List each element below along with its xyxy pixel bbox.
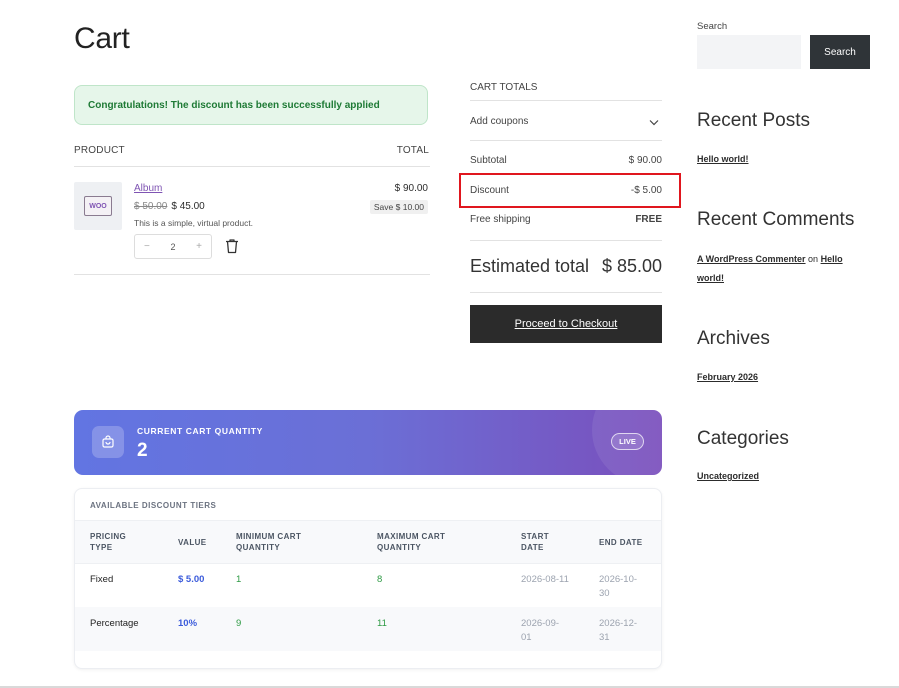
tier-type: Fixed xyxy=(90,574,114,585)
recent-posts-heading: Recent Posts xyxy=(697,110,810,131)
table-divider xyxy=(74,166,430,167)
table-divider xyxy=(74,274,430,275)
cart-quantity-label: CURRENT CART QUANTITY xyxy=(137,426,263,436)
product-old-price: $ 50.00 xyxy=(134,201,168,212)
product-price: $ 50.00 $ 45.00 xyxy=(134,201,205,212)
header-start-date: START DATE xyxy=(521,532,550,552)
totals-divider xyxy=(470,292,662,293)
shipping-label: Free shipping xyxy=(470,214,531,225)
trash-icon[interactable] xyxy=(225,238,239,254)
product-description: This is a simple, virtual product. xyxy=(134,218,254,228)
product-column-header: PRODUCT xyxy=(74,145,125,156)
archive-link[interactable]: February 2026 xyxy=(697,372,759,382)
subtotal-label: Subtotal xyxy=(470,155,507,166)
search-input[interactable] xyxy=(697,35,801,69)
product-thumbnail-logo: WOO xyxy=(84,196,112,216)
table-row: Percentage 10% 9 11 2026-09- 01 2026-12- 3… xyxy=(75,607,661,651)
totals-divider xyxy=(470,140,662,141)
live-badge: LIVE xyxy=(611,433,644,450)
commenter-link[interactable]: A WordPress Commenter xyxy=(697,254,806,264)
qty-increase-button[interactable]: + xyxy=(196,241,202,252)
totals-divider xyxy=(470,240,662,241)
proceed-to-checkout-button[interactable]: Proceed to Checkout xyxy=(470,305,662,343)
save-badge: Save $ 10.00 xyxy=(369,200,428,214)
banner-decoration xyxy=(592,410,662,475)
tier-value: $ 5.00 xyxy=(178,574,205,585)
cart-totals-heading: CART TOTALS xyxy=(470,82,538,93)
categories-heading: Categories xyxy=(697,428,789,449)
header-pricing-type: PRICING TYPE xyxy=(90,532,127,552)
comment-post-link[interactable]: Hello world! xyxy=(697,254,843,283)
page-title: Cart xyxy=(74,22,130,55)
tier-end-date: 2026-12- 31 xyxy=(599,618,638,643)
discount-value: -$ 5.00 xyxy=(630,185,662,196)
tier-start-date: 2026-08-11 xyxy=(521,574,569,585)
recent-comment: A WordPress Commenter on Hello world! xyxy=(697,250,867,288)
discount-tiers-card: AVAILABLE DISCOUNT TIERS PRICING TYPE VAL… xyxy=(74,488,662,669)
header-minimum-quantity: MINIMUM CART QUANTITY xyxy=(236,532,302,552)
recent-comments-heading: Recent Comments xyxy=(697,209,855,230)
product-thumbnail[interactable]: WOO xyxy=(74,182,122,230)
tier-max-qty: 8 xyxy=(377,574,383,585)
qty-decrease-button[interactable]: − xyxy=(144,241,150,252)
cart-quantity-banner: CURRENT CART QUANTITY 2 LIVE xyxy=(74,410,662,475)
header-end-date: END DATE xyxy=(599,538,643,547)
tier-max-qty: 11 xyxy=(377,618,387,629)
search-button[interactable]: Search xyxy=(810,35,870,69)
tier-min-qty: 1 xyxy=(236,574,242,585)
category-link[interactable]: Uncategorized xyxy=(697,471,760,481)
tier-value: 10% xyxy=(178,618,198,629)
table-row: Fixed $ 5.00 1 8 2026-08-11 2026-10- 30 xyxy=(75,563,661,607)
archives-heading: Archives xyxy=(697,328,770,349)
search-label: Search xyxy=(697,21,728,32)
discount-label: Discount xyxy=(470,185,509,196)
quantity-stepper[interactable]: − 2 + xyxy=(134,234,212,259)
header-value: VALUE xyxy=(178,538,207,547)
tier-min-qty: 9 xyxy=(236,618,242,629)
tier-type: Percentage xyxy=(90,618,139,629)
shopping-bag-icon xyxy=(92,426,124,458)
line-total: $ 90.00 xyxy=(394,183,428,194)
subtotal-value: $ 90.00 xyxy=(628,155,662,166)
add-coupons-toggle[interactable]: Add coupons xyxy=(470,116,529,127)
comment-on-text: on xyxy=(808,254,819,264)
discount-highlight-box xyxy=(459,173,681,208)
totals-divider xyxy=(470,100,662,101)
shipping-value: FREE xyxy=(635,214,662,225)
tier-start-date: 2026-09- 01 xyxy=(521,618,560,643)
total-column-header: TOTAL xyxy=(396,145,429,156)
discount-success-notice: Congratulations! The discount has been s… xyxy=(74,85,428,125)
tiers-header-row: PRICING TYPE VALUE MINIMUM CART QUANTITY M… xyxy=(75,520,661,564)
product-sale-price: $ 45.00 xyxy=(171,201,205,212)
discount-tiers-title: AVAILABLE DISCOUNT TIERS xyxy=(90,501,217,510)
cart-quantity-count: 2 xyxy=(137,440,148,461)
estimated-total-value: $ 85.00 xyxy=(601,256,662,276)
product-name-link[interactable]: Album xyxy=(134,183,163,194)
qty-value[interactable]: 2 xyxy=(170,241,176,252)
page-bottom-border xyxy=(0,686,899,688)
estimated-total-label: Estimated total xyxy=(470,256,590,276)
header-maximum-quantity: MAXIMUM CART QUANTITY xyxy=(377,532,446,552)
recent-post-link[interactable]: Hello world! xyxy=(697,154,749,164)
tier-end-date: 2026-10- 30 xyxy=(599,574,638,599)
chevron-down-icon[interactable] xyxy=(649,119,659,126)
